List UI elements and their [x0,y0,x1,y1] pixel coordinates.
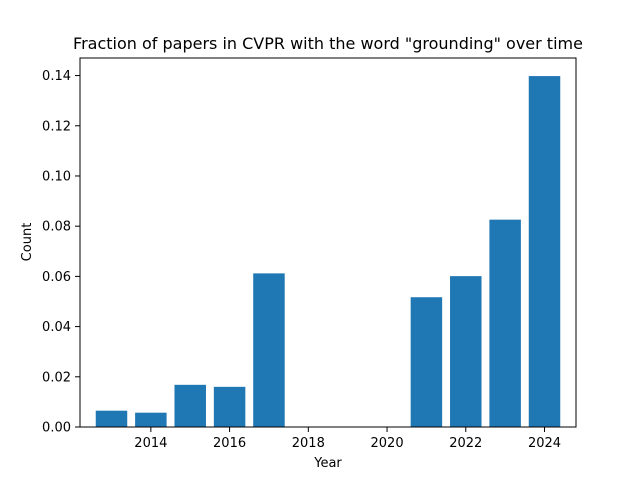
bar-2022 [450,276,482,427]
chart-title: Fraction of papers in CVPR with the word… [73,34,583,53]
x-tick-label: 2018 [292,436,325,451]
bar-2024 [528,76,561,427]
bars-group [95,76,561,427]
bar-2023 [489,219,521,427]
x-tick-label: 2024 [528,436,561,451]
bar-2016 [213,386,246,427]
x-tick-label: 2014 [134,436,167,451]
y-tick-label: 0.08 [42,220,71,235]
x-axis-label: Year [313,456,342,471]
y-tick-label: 0.10 [42,169,71,184]
x-tick-label: 2022 [449,436,482,451]
bar-2013 [95,410,128,427]
bar-2021 [410,297,443,427]
y-tick-label: 0.04 [42,320,71,335]
bar-2014 [135,412,167,427]
bar-2017 [253,273,285,427]
y-tick-label: 0.00 [42,421,71,436]
bar-2015 [174,384,206,427]
plot-frame [79,57,577,428]
x-axis-ticks: 2014 2016 2018 2020 2022 2024 [134,427,561,451]
y-axis-label: Count [20,223,35,262]
x-tick-label: 2016 [213,436,246,451]
y-tick-label: 0.02 [42,370,71,385]
y-axis-ticks: 0.00 0.02 0.04 0.06 0.08 0.10 0.12 0.14 [42,69,80,436]
y-tick-label: 0.06 [42,270,71,285]
x-tick-label: 2020 [371,436,404,451]
y-tick-label: 0.12 [42,119,71,134]
y-tick-label: 0.14 [42,69,71,84]
